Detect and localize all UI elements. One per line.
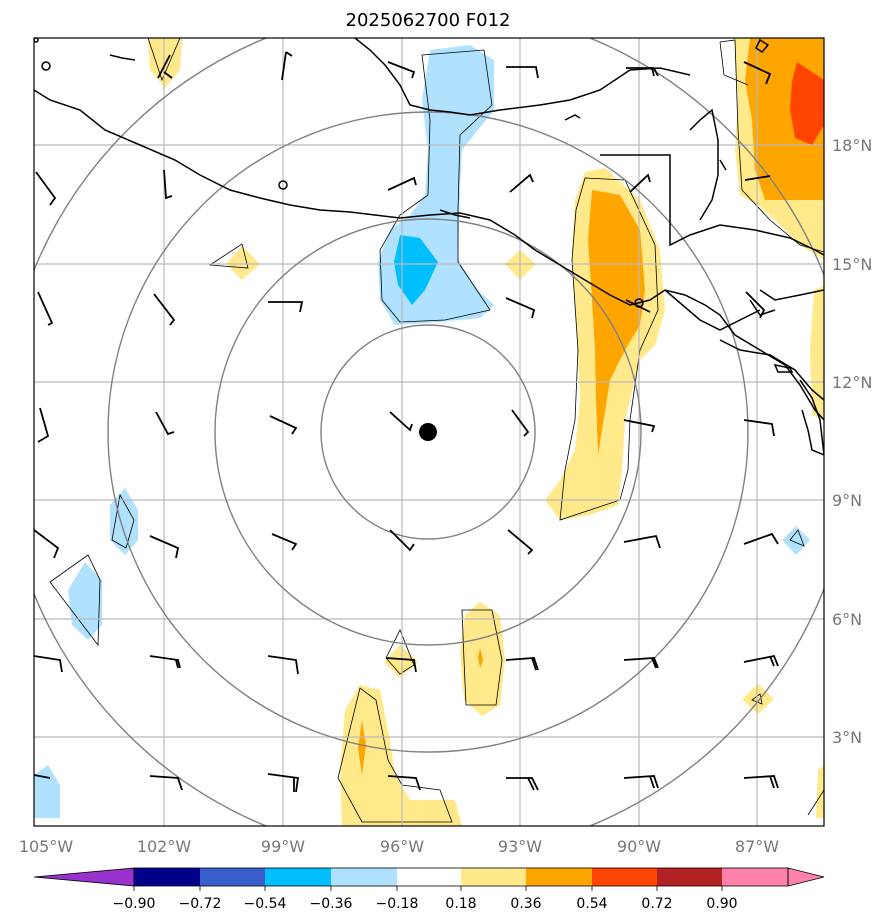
lon-label: 93°W bbox=[498, 837, 542, 856]
lon-label: 105°W bbox=[19, 837, 74, 856]
lon-label: 90°W bbox=[617, 837, 661, 856]
positive-anomaly-area bbox=[810, 285, 824, 420]
positive-anomaly-area bbox=[384, 645, 418, 678]
colorbar-tick-label: −0.36 bbox=[310, 896, 353, 912]
lat-label: 6°N bbox=[832, 610, 862, 629]
colorbar-segment bbox=[722, 868, 788, 886]
positive-anomaly-area bbox=[816, 765, 824, 818]
colorbar-tick-label: 0.72 bbox=[641, 896, 672, 912]
moderate-positive-anomaly-area bbox=[478, 648, 483, 668]
negative-anomaly-area bbox=[34, 765, 60, 818]
colorbar-segment bbox=[200, 868, 265, 886]
colorbar-tick-label: −0.72 bbox=[179, 896, 222, 912]
colorbar-segment bbox=[134, 868, 200, 886]
lat-label: 15°N bbox=[832, 255, 872, 274]
colorbar-tick-label: 0.54 bbox=[576, 896, 607, 912]
longitude-labels: 105°W 102°W 99°W 96°W 93°W 90°W 87°W bbox=[19, 837, 779, 856]
positive-anomaly-area bbox=[226, 246, 260, 280]
strong-positive-anomaly-area bbox=[790, 62, 824, 145]
latitude-labels: 18°N 15°N 12°N 9°N 6°N 3°N bbox=[832, 136, 872, 747]
colorbar-segment bbox=[461, 868, 526, 886]
lat-label: 3°N bbox=[832, 728, 862, 747]
colorbar-segment bbox=[526, 868, 592, 886]
colorbar-segment bbox=[265, 868, 331, 886]
range-rings bbox=[34, 38, 824, 826]
strong-negative-anomaly-area bbox=[394, 235, 438, 305]
figure-title: 2025062700 F012 bbox=[346, 10, 511, 31]
colorbar-segment bbox=[397, 868, 461, 886]
lat-label: 18°N bbox=[832, 136, 872, 155]
lon-label: 99°W bbox=[261, 837, 305, 856]
lon-label: 102°W bbox=[137, 837, 192, 856]
negative-anomaly-area bbox=[782, 526, 810, 555]
colorbar-tick-label: 0.90 bbox=[706, 896, 737, 912]
colorbar-tick-label: 0.18 bbox=[445, 896, 476, 912]
colorbar-tick-label: −0.54 bbox=[244, 896, 287, 912]
wind-barbs bbox=[34, 51, 779, 793]
lon-label: 87°W bbox=[735, 837, 779, 856]
map-frame bbox=[33, 37, 825, 827]
lat-label: 12°N bbox=[832, 373, 872, 392]
moderate-positive-anomaly-area bbox=[358, 720, 366, 775]
colorbar-extend-high bbox=[787, 867, 825, 887]
colorbar-segment bbox=[331, 868, 397, 886]
storm-center-marker bbox=[419, 423, 437, 441]
lat-label: 9°N bbox=[832, 491, 862, 510]
positive-anomaly-area bbox=[340, 685, 462, 826]
colorbar-segment bbox=[592, 868, 657, 886]
colorbar-tick-label: 0.36 bbox=[510, 896, 541, 912]
colorbar-tick-label: −0.90 bbox=[113, 896, 156, 912]
graticule bbox=[34, 38, 824, 826]
coastline bbox=[34, 38, 824, 456]
moderate-positive-anomaly-area bbox=[588, 190, 645, 455]
colorbar-segment bbox=[657, 868, 722, 886]
colorbar: −0.90 −0.72 −0.54 −0.36 −0.18 0.18 0.36 … bbox=[33, 867, 825, 912]
map-panel bbox=[34, 38, 824, 826]
colorbar-extend-low bbox=[33, 867, 135, 887]
negative-anomaly-area bbox=[68, 562, 102, 640]
lon-label: 96°W bbox=[380, 837, 424, 856]
colorbar-tick-label: −0.18 bbox=[376, 896, 419, 912]
